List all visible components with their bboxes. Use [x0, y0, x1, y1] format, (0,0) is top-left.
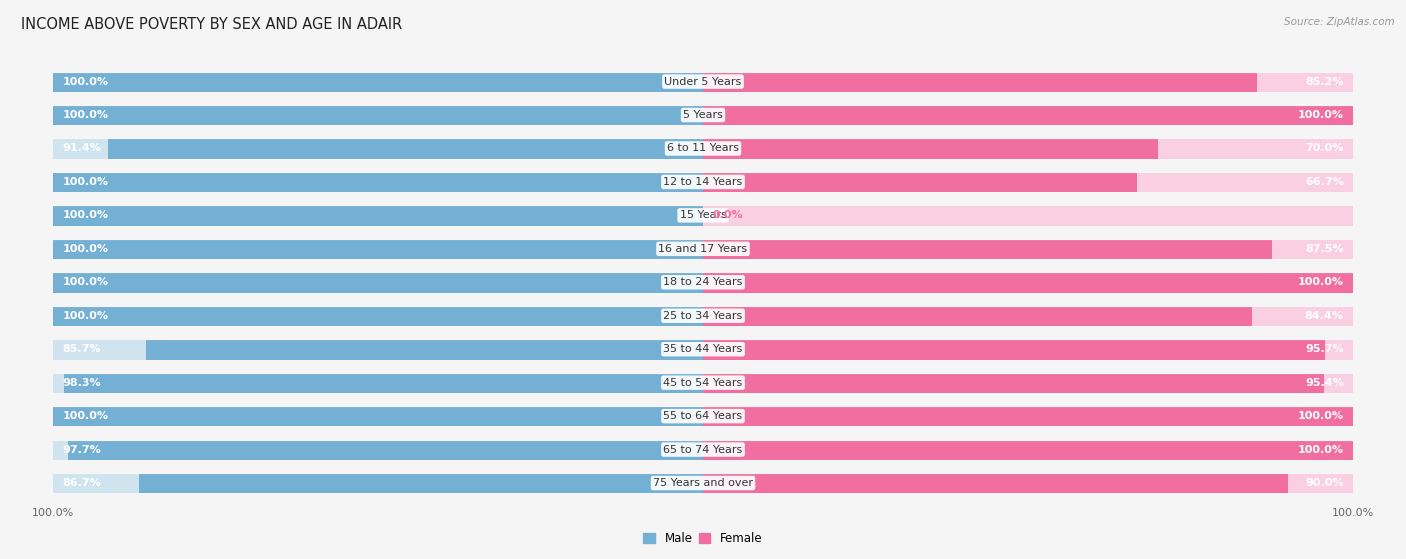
Bar [52, 272, 703, 293]
Text: 25 to 34 Years: 25 to 34 Years [664, 311, 742, 321]
Text: 85.7%: 85.7% [62, 344, 101, 354]
Bar [703, 205, 1354, 226]
Bar [52, 473, 703, 494]
Text: 100.0%: 100.0% [1298, 411, 1344, 421]
Text: 6 to 11 Years: 6 to 11 Years [666, 144, 740, 154]
Text: 55 to 64 Years: 55 to 64 Years [664, 411, 742, 421]
Text: 90.0%: 90.0% [1305, 478, 1344, 488]
Bar [703, 339, 1326, 359]
Text: 95.4%: 95.4% [1305, 378, 1344, 387]
Text: 100.0%: 100.0% [62, 110, 108, 120]
Bar [703, 439, 1354, 460]
Text: 35 to 44 Years: 35 to 44 Years [664, 344, 742, 354]
Bar [703, 138, 1159, 159]
Text: 86.7%: 86.7% [62, 478, 101, 488]
Bar [52, 138, 703, 159]
Text: 95.7%: 95.7% [1305, 344, 1344, 354]
Text: 100.0%: 100.0% [62, 77, 108, 87]
Text: 84.4%: 84.4% [1305, 311, 1344, 321]
Bar [52, 305, 703, 326]
Bar [52, 406, 703, 427]
Text: Under 5 Years: Under 5 Years [665, 77, 741, 87]
Bar [703, 473, 1354, 494]
Bar [52, 71, 703, 92]
Bar [146, 339, 703, 359]
Bar [63, 372, 703, 393]
Bar [52, 105, 703, 125]
Bar [52, 172, 703, 192]
Bar [52, 172, 703, 192]
Bar [52, 71, 703, 92]
Text: 98.3%: 98.3% [62, 378, 101, 387]
Bar [52, 272, 703, 293]
Text: INCOME ABOVE POVERTY BY SEX AND AGE IN ADAIR: INCOME ABOVE POVERTY BY SEX AND AGE IN A… [21, 17, 402, 32]
Bar [52, 239, 703, 259]
Bar [703, 239, 1272, 259]
Text: 100.0%: 100.0% [62, 311, 108, 321]
Text: 100.0%: 100.0% [62, 244, 108, 254]
Text: 66.7%: 66.7% [1305, 177, 1344, 187]
Text: 97.7%: 97.7% [62, 444, 101, 454]
Bar [52, 372, 703, 393]
Text: 75 Years and over: 75 Years and over [652, 478, 754, 488]
Text: 100.0%: 100.0% [62, 177, 108, 187]
Bar [703, 71, 1354, 92]
Bar [52, 205, 703, 226]
Bar [703, 339, 1354, 359]
Text: 100.0%: 100.0% [62, 277, 108, 287]
Bar [67, 439, 703, 460]
Bar [108, 138, 703, 159]
Bar [703, 105, 1354, 125]
Legend: Male, Female: Male, Female [638, 528, 768, 550]
Bar [52, 239, 703, 259]
Text: 100.0%: 100.0% [62, 411, 108, 421]
Text: 91.4%: 91.4% [62, 144, 101, 154]
Text: 16 and 17 Years: 16 and 17 Years [658, 244, 748, 254]
Bar [703, 272, 1354, 293]
Text: 65 to 74 Years: 65 to 74 Years [664, 444, 742, 454]
Bar [52, 339, 703, 359]
Text: 45 to 54 Years: 45 to 54 Years [664, 378, 742, 387]
Text: 12 to 14 Years: 12 to 14 Years [664, 177, 742, 187]
Text: 70.0%: 70.0% [1305, 144, 1344, 154]
Text: Source: ZipAtlas.com: Source: ZipAtlas.com [1284, 17, 1395, 27]
Bar [52, 305, 703, 326]
Bar [703, 105, 1354, 125]
Bar [703, 272, 1354, 293]
Bar [703, 473, 1288, 494]
Bar [703, 305, 1251, 326]
Bar [703, 406, 1354, 427]
Bar [139, 473, 703, 494]
Text: 100.0%: 100.0% [1298, 277, 1344, 287]
Text: 18 to 24 Years: 18 to 24 Years [664, 277, 742, 287]
Bar [52, 205, 703, 226]
Text: 100.0%: 100.0% [1298, 444, 1344, 454]
Bar [52, 439, 703, 460]
Bar [703, 172, 1354, 192]
Text: 5 Years: 5 Years [683, 110, 723, 120]
Bar [52, 105, 703, 125]
Bar [703, 71, 1257, 92]
Bar [703, 172, 1137, 192]
Bar [703, 239, 1354, 259]
Bar [703, 138, 1354, 159]
Text: 0.0%: 0.0% [713, 210, 744, 220]
Text: 100.0%: 100.0% [62, 210, 108, 220]
Bar [703, 372, 1354, 393]
Text: 15 Years: 15 Years [679, 210, 727, 220]
Text: 87.5%: 87.5% [1305, 244, 1344, 254]
Text: 85.2%: 85.2% [1305, 77, 1344, 87]
Text: 100.0%: 100.0% [1298, 110, 1344, 120]
Bar [703, 372, 1323, 393]
Bar [703, 439, 1354, 460]
Bar [703, 406, 1354, 427]
Bar [703, 305, 1354, 326]
Bar [52, 406, 703, 427]
